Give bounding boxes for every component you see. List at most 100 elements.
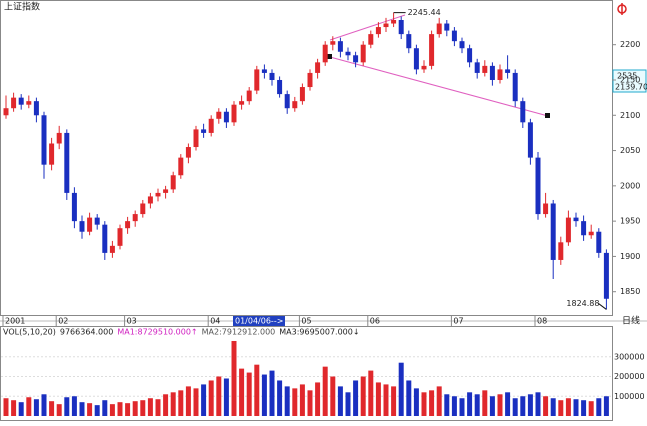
candle-body — [543, 203, 549, 215]
candle-body — [444, 23, 450, 31]
volume-bar — [261, 374, 267, 416]
y-tick-label: 2050 — [620, 146, 640, 155]
candle-body — [125, 221, 131, 229]
candle-body — [3, 108, 9, 116]
candle-body — [155, 192, 161, 197]
candle-body — [109, 245, 115, 253]
candle-body — [33, 101, 39, 116]
candle-body — [216, 111, 222, 119]
candle-body — [277, 79, 283, 95]
volume-bar — [527, 394, 533, 416]
volume-bar — [368, 370, 374, 416]
candle-body — [429, 34, 435, 66]
volume-bar — [391, 386, 397, 416]
volume-bar — [49, 401, 55, 416]
y-tick-label: 2100 — [620, 111, 640, 120]
volume-bar — [140, 400, 146, 416]
candle-body — [71, 192, 77, 222]
volume-bar — [125, 403, 131, 416]
candle-body — [79, 221, 85, 232]
candle-body — [565, 217, 571, 243]
x-tick-label: 07 — [453, 317, 463, 326]
volume-bar — [18, 402, 24, 416]
candle-body — [102, 224, 108, 253]
volume-bar — [497, 394, 503, 416]
candle-body — [459, 41, 465, 49]
x-unit: 日线 — [622, 315, 640, 327]
volume-bar — [322, 366, 328, 416]
volume-bar — [193, 388, 199, 416]
volume-bar — [398, 362, 404, 416]
candle-body — [11, 97, 17, 109]
volume-bar — [102, 400, 108, 416]
candle-body — [603, 252, 609, 299]
volume-bar — [482, 390, 488, 416]
volume-bar — [269, 370, 275, 416]
x-tick-label: 02 — [58, 317, 68, 326]
candle-body — [550, 203, 556, 260]
y-tick-label: 1950 — [620, 217, 640, 226]
volume-bar — [307, 390, 313, 416]
volume-bar — [467, 392, 473, 416]
volume-bar — [520, 396, 526, 416]
candle-body — [353, 55, 359, 63]
candle-body — [489, 65, 495, 80]
volume-bar — [117, 402, 123, 416]
candle-body — [421, 65, 427, 70]
volume-bar — [223, 378, 229, 416]
volume-bar — [406, 380, 412, 416]
volume-bar — [277, 380, 283, 416]
volume-bar — [451, 396, 457, 416]
candle-body — [398, 19, 404, 35]
candle-body — [239, 101, 245, 105]
candle-body — [170, 175, 176, 190]
volume-bar — [315, 382, 321, 416]
volume-bar — [330, 376, 336, 416]
candle-body — [512, 72, 518, 102]
candle-body — [527, 122, 533, 158]
candle-body — [520, 101, 526, 123]
volume-bar — [459, 398, 465, 416]
candle-body — [406, 34, 412, 49]
candle-body — [482, 65, 488, 73]
x-tick-label: 04 — [210, 317, 220, 326]
volume-bar — [231, 340, 237, 416]
candle-body — [535, 157, 541, 215]
volume-bar — [64, 397, 70, 416]
volume-bar — [596, 398, 602, 416]
candle-body — [18, 97, 24, 105]
candle-body — [315, 62, 321, 73]
volume-bar — [474, 394, 480, 416]
volume-bar — [163, 394, 169, 416]
candle-body — [246, 90, 252, 102]
candle-body — [581, 221, 587, 236]
x-tick-label: 08 — [537, 317, 547, 326]
volume-bar — [505, 392, 511, 416]
volume-bar — [413, 388, 419, 416]
volume-bar — [558, 400, 564, 416]
volume-bar — [41, 394, 47, 416]
trend-line — [329, 14, 406, 41]
volume-bar — [246, 372, 252, 416]
volume-bar — [71, 396, 77, 416]
y-tick-label: 1850 — [620, 287, 640, 296]
candle-body — [299, 87, 305, 102]
candle-body — [94, 217, 100, 225]
candle-body — [49, 143, 55, 165]
candle-body — [474, 62, 480, 73]
volume-bar — [581, 400, 587, 416]
volume-bar — [284, 386, 290, 416]
volume-bar — [254, 364, 260, 416]
x-tick-label: 06 — [370, 317, 380, 326]
trend-handle — [545, 113, 550, 118]
candle-body — [292, 101, 298, 109]
volume-bar — [535, 392, 541, 416]
x-tick-label: 03 — [127, 317, 137, 326]
volume-header: VOL(5,10,20) — [3, 328, 56, 337]
volume-bar — [550, 398, 556, 416]
candle-body — [337, 41, 343, 52]
candle-body — [208, 118, 214, 133]
candle-body — [163, 189, 169, 193]
candle-body — [307, 72, 313, 88]
volume-bar — [603, 396, 609, 416]
